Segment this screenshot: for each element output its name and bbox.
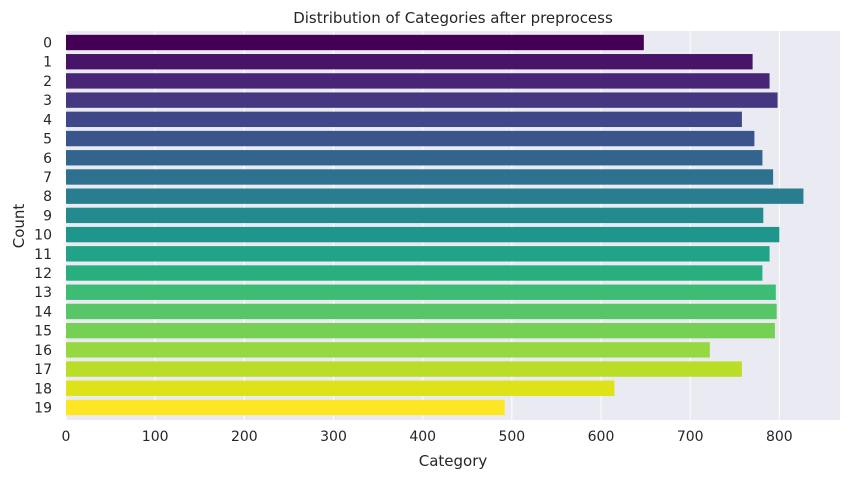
- bar-2: [66, 73, 770, 89]
- bar-12: [66, 265, 763, 281]
- bar-8: [66, 188, 804, 204]
- x-axis-title: Category: [419, 452, 488, 470]
- x-tick-label: 600: [588, 429, 615, 445]
- y-tick-label: 9: [43, 208, 52, 224]
- y-tick-label: 10: [34, 228, 52, 244]
- chart-title: Distribution of Categories after preproc…: [293, 9, 613, 27]
- y-tick-label: 19: [34, 401, 52, 417]
- y-tick-label: 18: [34, 381, 52, 397]
- y-tick-label: 7: [43, 170, 52, 186]
- x-tick-labels: 0 100 200 300 400 500 600 700 800: [62, 429, 793, 445]
- x-tick-label: 700: [677, 429, 704, 445]
- bar-18: [66, 380, 615, 396]
- x-tick-label: 300: [320, 429, 347, 445]
- bar-6: [66, 150, 763, 166]
- y-tick-label: 0: [43, 36, 52, 52]
- bar-17: [66, 361, 742, 377]
- y-tick-label: 15: [34, 324, 52, 340]
- y-tick-label: 13: [34, 285, 52, 301]
- y-tick-label: 17: [34, 362, 52, 378]
- x-tick-label: 800: [766, 429, 793, 445]
- y-tick-label: 14: [34, 304, 52, 320]
- bar-3: [66, 92, 778, 108]
- bars: [66, 34, 804, 416]
- bar-9: [66, 207, 764, 224]
- bar-13: [66, 284, 776, 300]
- x-tick-label: 100: [142, 429, 169, 445]
- x-tick-label: 500: [498, 429, 525, 445]
- bar-4: [66, 111, 742, 128]
- bar-0: [66, 34, 644, 51]
- y-tick-label: 16: [34, 343, 52, 359]
- x-tick-label: 400: [409, 429, 436, 445]
- y-tick-label: 3: [43, 93, 52, 109]
- bar-16: [66, 342, 710, 358]
- y-tick-label: 4: [43, 112, 52, 128]
- bar-5: [66, 130, 755, 147]
- bar-11: [66, 246, 770, 262]
- bar-7: [66, 169, 774, 185]
- y-tick-label: 1: [43, 55, 52, 71]
- bar-15: [66, 322, 775, 339]
- x-tick-label: 200: [231, 429, 258, 445]
- bar-1: [66, 54, 753, 70]
- y-tick-label: 8: [43, 189, 52, 205]
- y-axis-title: Count: [10, 204, 28, 249]
- y-tick-label: 6: [43, 151, 52, 167]
- bar-19: [66, 399, 505, 416]
- x-tick-label: 0: [62, 429, 71, 445]
- bar-14: [66, 303, 777, 320]
- y-tick-label: 5: [43, 132, 52, 148]
- y-tick-label: 12: [34, 266, 52, 282]
- y-tick-label: 11: [34, 247, 52, 263]
- bar-10: [66, 226, 780, 243]
- y-tick-label: 2: [43, 74, 52, 90]
